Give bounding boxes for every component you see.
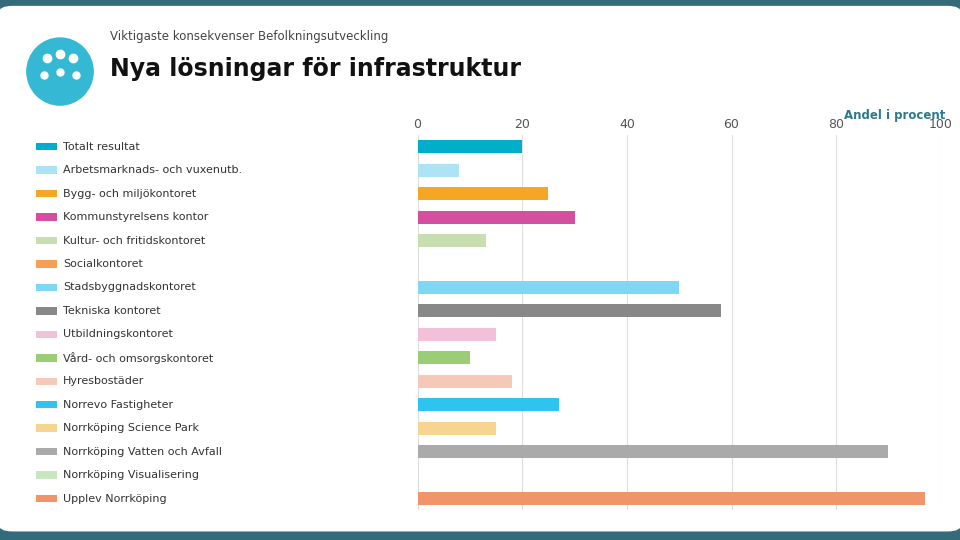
Bar xyxy=(36,260,58,268)
Text: Hyresbostäder: Hyresbostäder xyxy=(63,376,144,386)
Bar xyxy=(36,213,58,221)
Text: Nya lösningar för infrastruktur: Nya lösningar för infrastruktur xyxy=(110,57,521,80)
Text: Socialkontoret: Socialkontoret xyxy=(63,259,143,269)
Bar xyxy=(418,352,470,365)
Bar xyxy=(36,143,58,151)
Bar xyxy=(36,377,58,385)
Bar xyxy=(36,237,58,244)
FancyBboxPatch shape xyxy=(0,6,960,531)
Bar xyxy=(36,190,58,198)
Text: Totalt resultat: Totalt resultat xyxy=(63,141,139,152)
Bar xyxy=(36,401,58,408)
Bar xyxy=(36,424,58,432)
Bar xyxy=(36,471,58,479)
Bar xyxy=(418,281,680,294)
Bar xyxy=(36,330,58,338)
Text: Bygg- och miljökontoret: Bygg- och miljökontoret xyxy=(63,188,196,199)
Text: Norrevo Fastigheter: Norrevo Fastigheter xyxy=(63,400,173,410)
Text: Norrköping Science Park: Norrköping Science Park xyxy=(63,423,199,433)
Bar xyxy=(36,448,58,455)
Text: Norrköping Vatten och Avfall: Norrköping Vatten och Avfall xyxy=(63,447,222,457)
Bar xyxy=(418,140,522,153)
Text: Utbildningskontoret: Utbildningskontoret xyxy=(63,329,173,339)
Bar xyxy=(418,187,548,200)
Text: Norrköping Visualisering: Norrköping Visualisering xyxy=(63,470,199,480)
Text: Stadsbyggnadskontoret: Stadsbyggnadskontoret xyxy=(63,282,196,293)
Text: Viktigaste konsekvenser Befolkningsutveckling: Viktigaste konsekvenser Befolkningsutvec… xyxy=(110,30,389,43)
Bar xyxy=(36,307,58,315)
Text: Upplev Norrköping: Upplev Norrköping xyxy=(63,494,166,504)
Bar xyxy=(418,445,889,458)
Bar xyxy=(418,164,460,177)
Bar xyxy=(418,375,512,388)
Bar xyxy=(36,354,58,362)
Text: Kommunstyrelsens kontor: Kommunstyrelsens kontor xyxy=(63,212,208,222)
Bar xyxy=(36,166,58,174)
Bar xyxy=(36,284,58,291)
Bar xyxy=(418,234,486,247)
Bar xyxy=(418,328,496,341)
Text: Kultur- och fritidskontoret: Kultur- och fritidskontoret xyxy=(63,235,205,246)
Bar xyxy=(418,422,496,435)
Text: Andel i procent: Andel i procent xyxy=(844,109,946,122)
Bar xyxy=(418,399,559,411)
Text: Tekniska kontoret: Tekniska kontoret xyxy=(63,306,160,316)
Bar xyxy=(418,305,721,318)
Bar xyxy=(36,495,58,502)
Bar xyxy=(418,211,574,224)
Circle shape xyxy=(27,38,93,105)
Text: Vård- och omsorgskontoret: Vård- och omsorgskontoret xyxy=(63,352,213,364)
Text: Arbetsmarknads- och vuxenutb.: Arbetsmarknads- och vuxenutb. xyxy=(63,165,242,175)
Bar xyxy=(418,492,925,505)
